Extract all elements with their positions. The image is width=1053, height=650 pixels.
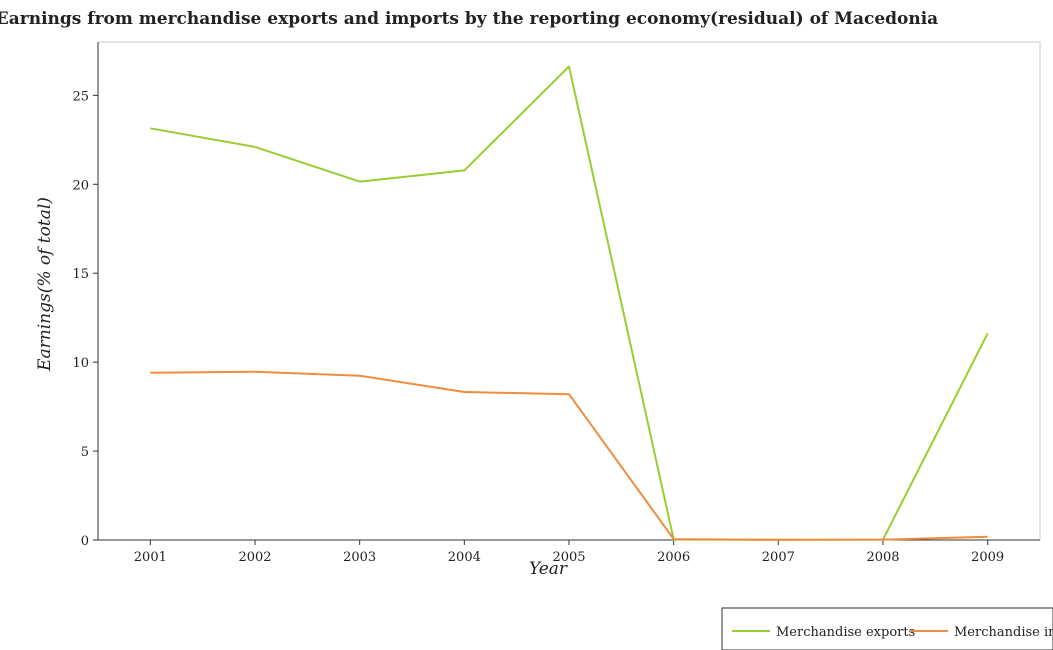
y-tick-label: 10 [72,356,89,371]
x-tick-label: 2004 [448,550,481,565]
y-tick-label: 0 [81,534,89,549]
series-line-exports [150,65,989,541]
x-tick-label: 2009 [971,550,1004,565]
legend-label-imports: Merchandise imports [954,625,1053,640]
legend-box [721,607,1053,650]
y-tick-label: 20 [72,178,89,193]
plot-frame [97,41,1041,541]
x-tick-label: 2008 [866,550,899,565]
x-tick-label: 2005 [552,550,585,565]
series-line-imports [150,370,988,541]
legend-label-exports: Merchandise exports [776,625,915,640]
x-tick-label: 2002 [238,550,271,565]
y-tick-label: 25 [72,89,89,104]
x-axis-label: Year [529,559,568,579]
x-tick-label: 2001 [134,550,167,565]
x-tick-label: 2007 [762,550,795,565]
chart-title: Earnings from merchandise exports and im… [0,9,938,29]
legend: Merchandise exports Merchandise imports [721,607,1053,650]
x-tick-label: 2006 [657,550,690,565]
plot-area: 0 5 10 15 20 25 2001 2002 2003 2004 2005 2006 2007 20… [72,41,1041,565]
x-tick-label: 2003 [343,550,376,565]
y-tick-label: 15 [72,267,89,282]
y-tick-label: 5 [81,445,89,460]
y-axis-label: Earnings(% of total) [35,197,55,372]
